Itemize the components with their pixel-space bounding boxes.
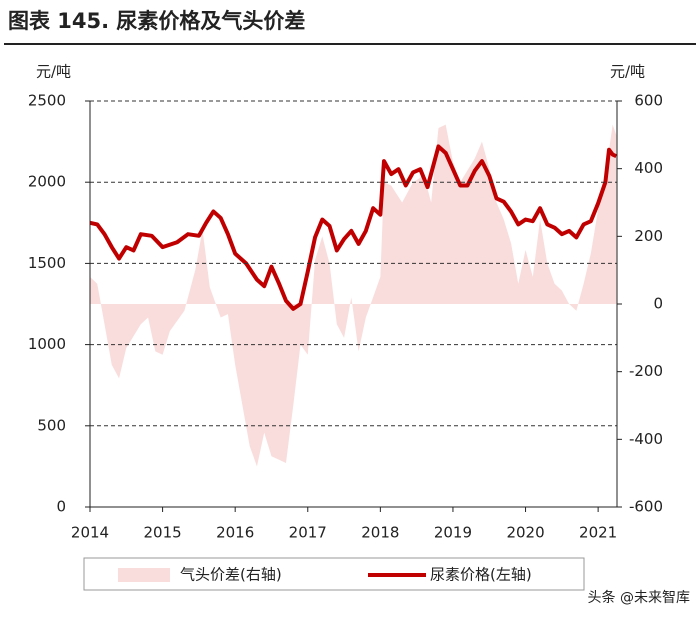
line	[89, 144, 618, 311]
y-tick-label: 1500	[28, 254, 66, 272]
x-tick-label: 2017	[289, 524, 327, 542]
x-tick-label: 2020	[506, 524, 544, 542]
y2-tick-label: 200	[634, 227, 663, 245]
y-tick-label: 1000	[28, 335, 66, 353]
x-tick-label: 2021	[579, 524, 617, 542]
y-tick-label: 0	[56, 498, 66, 516]
y2-tick-label: 0	[653, 295, 663, 313]
legend-label: 气头价差(右轴)	[180, 566, 282, 584]
y2-axis-label: 元/吨	[610, 63, 645, 81]
x-tick-label: 2015	[143, 524, 181, 542]
legend-label: 尿素价格(左轴)	[430, 566, 532, 584]
y-axis-label: 元/吨	[36, 63, 71, 81]
watermark: 头条 @未来智库	[588, 589, 690, 606]
x-tick-label: 2014	[71, 524, 109, 542]
y-tick-label: 2000	[28, 173, 66, 191]
x-tick-label: 2018	[361, 524, 399, 542]
y2-tick-label: -400	[629, 430, 663, 448]
area	[90, 124, 617, 467]
y-tick-label: 2500	[28, 92, 66, 110]
y2-tick-label: -200	[629, 362, 663, 380]
y2-tick-label: 600	[634, 92, 663, 110]
legend-box	[83, 557, 585, 591]
y-tick-label: 500	[37, 416, 66, 434]
y2-tick-label: 400	[634, 159, 663, 177]
x-tick-label: 2016	[216, 524, 254, 542]
chart-title: 图表 145. 尿素价格及气头价差	[8, 9, 305, 33]
y2-tick-label: -600	[629, 498, 663, 516]
legend-swatch	[118, 568, 170, 582]
x-tick-label: 2019	[434, 524, 472, 542]
